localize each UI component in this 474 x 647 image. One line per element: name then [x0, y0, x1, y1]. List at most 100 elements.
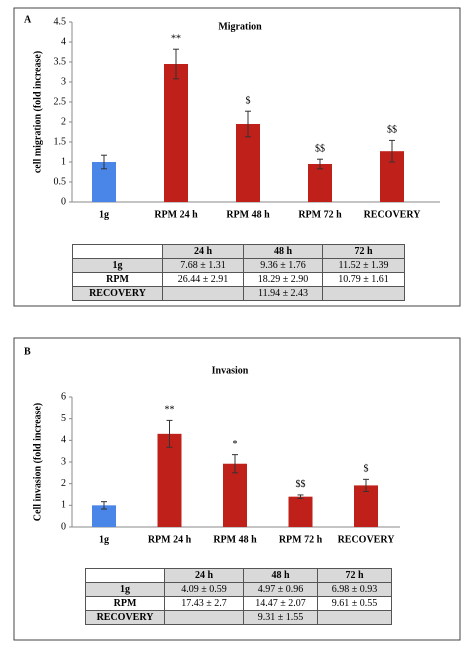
x-tick-label: RPM 24 h	[148, 534, 192, 545]
table-row: RECOVERY 9.31 ± 1.55	[85, 610, 392, 625]
table-cell	[85, 568, 165, 583]
significance-label: $$	[387, 125, 397, 136]
bar	[223, 463, 247, 527]
error-bar	[245, 110, 251, 138]
y-tick-label: 1	[61, 500, 66, 511]
y-tick-label: 0	[61, 521, 66, 532]
table-row: 24 h 48 h 72 h	[72, 244, 405, 259]
table-cell: 24 h	[162, 244, 244, 259]
table-row: RECOVERY 11.94 ± 2.43	[72, 286, 405, 301]
error-bar	[173, 48, 179, 80]
panel-label: A	[24, 14, 32, 25]
error-bar	[101, 501, 107, 510]
table-cell: 17.43 ± 2.7	[164, 596, 244, 611]
y-tick-label: 2	[61, 478, 66, 489]
table-cell: 26.44 ± 2.91	[162, 272, 244, 287]
significance-label: $$	[296, 479, 306, 490]
y-tick-label: 6	[61, 391, 66, 402]
table-row: RPM 17.43 ± 2.7 14.47 ± 2.07 9.61 ± 0.55	[85, 596, 392, 611]
table-cell: 72 h	[322, 244, 405, 259]
bar	[157, 433, 182, 527]
table-cell: 11.94 ± 2.43	[243, 286, 323, 301]
bar	[288, 496, 313, 527]
y-tick-label: 3.5	[54, 56, 67, 67]
table-cell: 24 h	[164, 568, 244, 583]
y-tick-label: 0	[61, 196, 66, 207]
table-cell: 14.47 ± 2.07	[243, 596, 318, 611]
table-cell: 1g	[85, 582, 165, 597]
significance-label: $	[364, 464, 369, 475]
significance-label: $	[246, 95, 251, 106]
table-row: 24 h 48 h 72 h	[85, 568, 392, 583]
x-tick-label: 1g	[99, 534, 109, 545]
table-cell	[317, 610, 392, 625]
bar	[92, 505, 116, 527]
y-tick-label: 4	[61, 435, 66, 446]
error-bar	[166, 419, 173, 448]
bar	[164, 64, 188, 202]
significance-label: **	[171, 33, 181, 44]
data-table: 24 h 48 h 72 h 1g 4.09 ± 0.59 4.97 ± 0.96 6.98…	[85, 568, 392, 625]
table-row: 1g 4.09 ± 0.59 4.97 ± 0.96 6.98 ± 0.93	[85, 582, 392, 597]
y-axis-label: cell migration (fold increase)	[32, 51, 43, 173]
error-bar	[363, 478, 369, 492]
significance-label: $$	[315, 143, 325, 154]
table-cell	[164, 610, 244, 625]
y-tick-label: 3	[61, 76, 66, 87]
table-cell: 1g	[72, 258, 163, 273]
error-bar	[317, 158, 323, 170]
x-tick-label: RPM 48 h	[213, 534, 257, 545]
bar	[354, 485, 378, 527]
table-cell: 9.36 ± 1.76	[243, 258, 323, 273]
x-tick-label: RPM 72 h	[279, 534, 323, 545]
chart-title: Invasion	[212, 365, 249, 376]
table-cell: RECOVERY	[85, 610, 165, 625]
table-cell: 4.97 ± 0.96	[243, 582, 318, 597]
y-tick-label: 1.5	[54, 136, 67, 147]
table-cell: 9.31 ± 1.55	[243, 610, 318, 625]
y-tick-label: 2.5	[54, 96, 67, 107]
chart-title: Migration	[218, 21, 262, 32]
y-tick-label: 5	[61, 413, 66, 424]
table-cell: 48 h	[243, 568, 318, 583]
x-tick-label: RECOVERY	[364, 209, 422, 220]
table-cell: 18.29 ± 2.90	[243, 272, 323, 287]
y-tick-label: 4.5	[54, 16, 67, 27]
error-bar	[101, 154, 107, 170]
table-row: RPM 26.44 ± 2.91 18.29 ± 2.90 10.79 ± 1.61	[72, 272, 405, 287]
table-cell	[72, 244, 163, 259]
data-table: 24 h 48 h 72 h 1g 7.68 ± 1.31 9.36 ± 1.76 11.5…	[72, 244, 405, 301]
panel-frame	[13, 337, 461, 641]
table-cell: RPM	[72, 272, 163, 287]
y-tick-label: 2	[61, 116, 66, 127]
table-cell: RECOVERY	[72, 286, 163, 301]
y-tick-label: 1	[61, 156, 66, 167]
x-tick-label: RPM 48 h	[226, 209, 270, 220]
y-axis-label: Cell invasion (fold increase)	[32, 403, 43, 521]
error-bar	[297, 494, 304, 499]
x-tick-label: RPM 72 h	[298, 209, 342, 220]
table-cell: 9.61 ± 0.55	[317, 596, 392, 611]
table-cell: 7.68 ± 1.31	[162, 258, 244, 273]
table-cell: 6.98 ± 0.93	[317, 582, 392, 597]
y-tick-label: 0.5	[54, 176, 67, 187]
table-cell: 11.52 ± 1.39	[322, 258, 405, 273]
panel-label: B	[24, 346, 31, 357]
table-cell: RPM	[85, 596, 165, 611]
table-cell	[322, 286, 405, 301]
table-cell: 10.79 ± 1.61	[322, 272, 405, 287]
y-tick-label: 3	[61, 456, 66, 467]
x-tick-label: 1g	[99, 209, 109, 220]
y-tick-label: 4	[61, 36, 66, 47]
error-bar	[232, 454, 238, 474]
significance-label: **	[165, 405, 175, 416]
table-cell: 4.09 ± 0.59	[164, 582, 244, 597]
x-tick-label: RECOVERY	[338, 534, 396, 545]
significance-label: *	[233, 439, 238, 450]
table-cell: 48 h	[243, 244, 323, 259]
error-bar	[389, 139, 395, 163]
bar	[308, 164, 332, 202]
x-tick-label: RPM 24 h	[154, 209, 198, 220]
